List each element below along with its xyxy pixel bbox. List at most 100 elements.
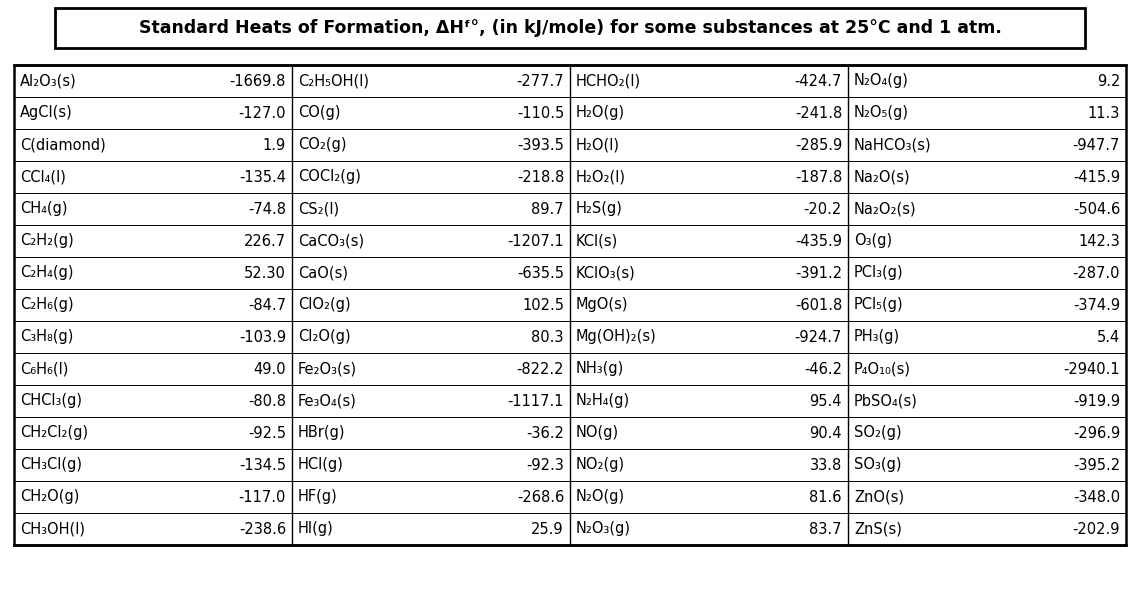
Text: SO₃(g): SO₃(g): [854, 458, 901, 472]
Text: -296.9: -296.9: [1072, 425, 1120, 441]
Text: PbSO₄(s): PbSO₄(s): [854, 393, 918, 409]
Text: -601.8: -601.8: [795, 297, 842, 313]
Text: -287.0: -287.0: [1072, 266, 1120, 280]
Text: 49.0: 49.0: [254, 362, 286, 376]
Text: N₂O₄(g): N₂O₄(g): [854, 74, 909, 88]
Text: -947.7: -947.7: [1072, 137, 1120, 153]
Text: C₂H₄(g): C₂H₄(g): [21, 266, 73, 280]
Text: HI(g): HI(g): [298, 521, 333, 537]
Text: -1669.8: -1669.8: [230, 74, 286, 88]
Text: -135.4: -135.4: [239, 170, 286, 184]
Text: -117.0: -117.0: [239, 489, 286, 505]
Text: -84.7: -84.7: [248, 297, 286, 313]
Text: 1.9: 1.9: [263, 137, 286, 153]
Text: 81.6: 81.6: [810, 489, 842, 505]
Text: 226.7: 226.7: [244, 233, 286, 249]
Text: C₂H₆(g): C₂H₆(g): [21, 297, 73, 313]
Text: HBr(g): HBr(g): [298, 425, 346, 441]
Text: -241.8: -241.8: [795, 105, 842, 121]
Text: NO₂(g): NO₂(g): [576, 458, 625, 472]
Text: N₂H₄(g): N₂H₄(g): [576, 393, 630, 409]
Text: NaHCO₃(s): NaHCO₃(s): [854, 137, 932, 153]
Text: CaO(s): CaO(s): [298, 266, 348, 280]
Text: -36.2: -36.2: [526, 425, 564, 441]
Text: 11.3: 11.3: [1087, 105, 1120, 121]
Text: O₃(g): O₃(g): [854, 233, 892, 249]
Text: CHCl₃(g): CHCl₃(g): [21, 393, 82, 409]
Text: Al₂O₃(s): Al₂O₃(s): [21, 74, 77, 88]
Text: 80.3: 80.3: [531, 329, 564, 345]
Text: Standard Heats of Formation, ΔHᶠ°, (in kJ/mole) for some substances at 25°C and : Standard Heats of Formation, ΔHᶠ°, (in k…: [138, 19, 1002, 37]
Text: Fe₃O₄(s): Fe₃O₄(s): [298, 393, 356, 409]
Text: CO(g): CO(g): [298, 105, 340, 121]
Text: -238.6: -238.6: [239, 521, 286, 537]
Text: PCl₅(g): PCl₅(g): [854, 297, 903, 313]
Text: -395.2: -395.2: [1072, 458, 1120, 472]
Bar: [14, 65, 1126, 545]
Text: -20.2: -20.2: [804, 201, 842, 217]
Text: 9.2: 9.2: [1096, 74, 1120, 88]
Bar: [55, 8, 1085, 48]
Text: -919.9: -919.9: [1072, 393, 1120, 409]
Text: -127.0: -127.0: [239, 105, 286, 121]
Text: SO₂(g): SO₂(g): [854, 425, 902, 441]
Text: -187.8: -187.8: [795, 170, 842, 184]
Text: H₂O(l): H₂O(l): [576, 137, 620, 153]
Text: -202.9: -202.9: [1072, 521, 1120, 537]
Text: CH₃OH(l): CH₃OH(l): [21, 521, 85, 537]
Text: -435.9: -435.9: [795, 233, 842, 249]
Text: ZnO(s): ZnO(s): [854, 489, 904, 505]
Text: C₂H₂(g): C₂H₂(g): [21, 233, 74, 249]
Text: C(diamond): C(diamond): [21, 137, 106, 153]
Text: 33.8: 33.8: [810, 458, 842, 472]
Text: -1207.1: -1207.1: [507, 233, 564, 249]
Text: Mg(OH)₂(s): Mg(OH)₂(s): [576, 329, 657, 345]
Text: -374.9: -374.9: [1072, 297, 1120, 313]
Text: -92.3: -92.3: [526, 458, 564, 472]
Text: 142.3: 142.3: [1078, 233, 1120, 249]
Text: H₂O(g): H₂O(g): [576, 105, 625, 121]
Text: CH₂O(g): CH₂O(g): [21, 489, 80, 505]
Text: NO(g): NO(g): [576, 425, 619, 441]
Text: Na₂O(s): Na₂O(s): [854, 170, 910, 184]
Text: 102.5: 102.5: [522, 297, 564, 313]
Text: HCl(g): HCl(g): [298, 458, 344, 472]
Text: CH₂Cl₂(g): CH₂Cl₂(g): [21, 425, 88, 441]
Text: C₂H₅OH(l): C₂H₅OH(l): [298, 74, 369, 88]
Text: -134.5: -134.5: [239, 458, 286, 472]
Text: PCl₃(g): PCl₃(g): [854, 266, 903, 280]
Text: -268.6: -268.6: [516, 489, 564, 505]
Text: -277.7: -277.7: [516, 74, 564, 88]
Text: HF(g): HF(g): [298, 489, 338, 505]
Text: CS₂(l): CS₂(l): [298, 201, 339, 217]
Text: C₆H₆(l): C₆H₆(l): [21, 362, 69, 376]
Text: -74.8: -74.8: [248, 201, 286, 217]
Text: 5.4: 5.4: [1096, 329, 1120, 345]
Text: HCHO₂(l): HCHO₂(l): [576, 74, 641, 88]
Text: H₂O₂(l): H₂O₂(l): [576, 170, 626, 184]
Text: -348.0: -348.0: [1072, 489, 1120, 505]
Text: COCl₂(g): COCl₂(g): [298, 170, 361, 184]
Text: -2940.1: -2940.1: [1063, 362, 1120, 376]
Text: -924.7: -924.7: [795, 329, 842, 345]
Text: 90.4: 90.4: [810, 425, 842, 441]
Text: -822.2: -822.2: [516, 362, 564, 376]
Text: N₂O₃(g): N₂O₃(g): [576, 521, 632, 537]
Text: PH₃(g): PH₃(g): [854, 329, 900, 345]
Text: 83.7: 83.7: [810, 521, 842, 537]
Text: -110.5: -110.5: [516, 105, 564, 121]
Text: KCl(s): KCl(s): [576, 233, 618, 249]
Text: ZnS(s): ZnS(s): [854, 521, 902, 537]
Text: -80.8: -80.8: [248, 393, 286, 409]
Text: -391.2: -391.2: [795, 266, 842, 280]
Text: -285.9: -285.9: [795, 137, 842, 153]
Text: N₂O(g): N₂O(g): [576, 489, 625, 505]
Text: CH₃Cl(g): CH₃Cl(g): [21, 458, 82, 472]
Text: -92.5: -92.5: [248, 425, 286, 441]
Text: H₂S(g): H₂S(g): [576, 201, 622, 217]
Text: CCl₄(l): CCl₄(l): [21, 170, 66, 184]
Text: -504.6: -504.6: [1072, 201, 1120, 217]
Text: AgCl(s): AgCl(s): [21, 105, 73, 121]
Text: N₂O₅(g): N₂O₅(g): [854, 105, 909, 121]
Text: ClO₂(g): ClO₂(g): [298, 297, 351, 313]
